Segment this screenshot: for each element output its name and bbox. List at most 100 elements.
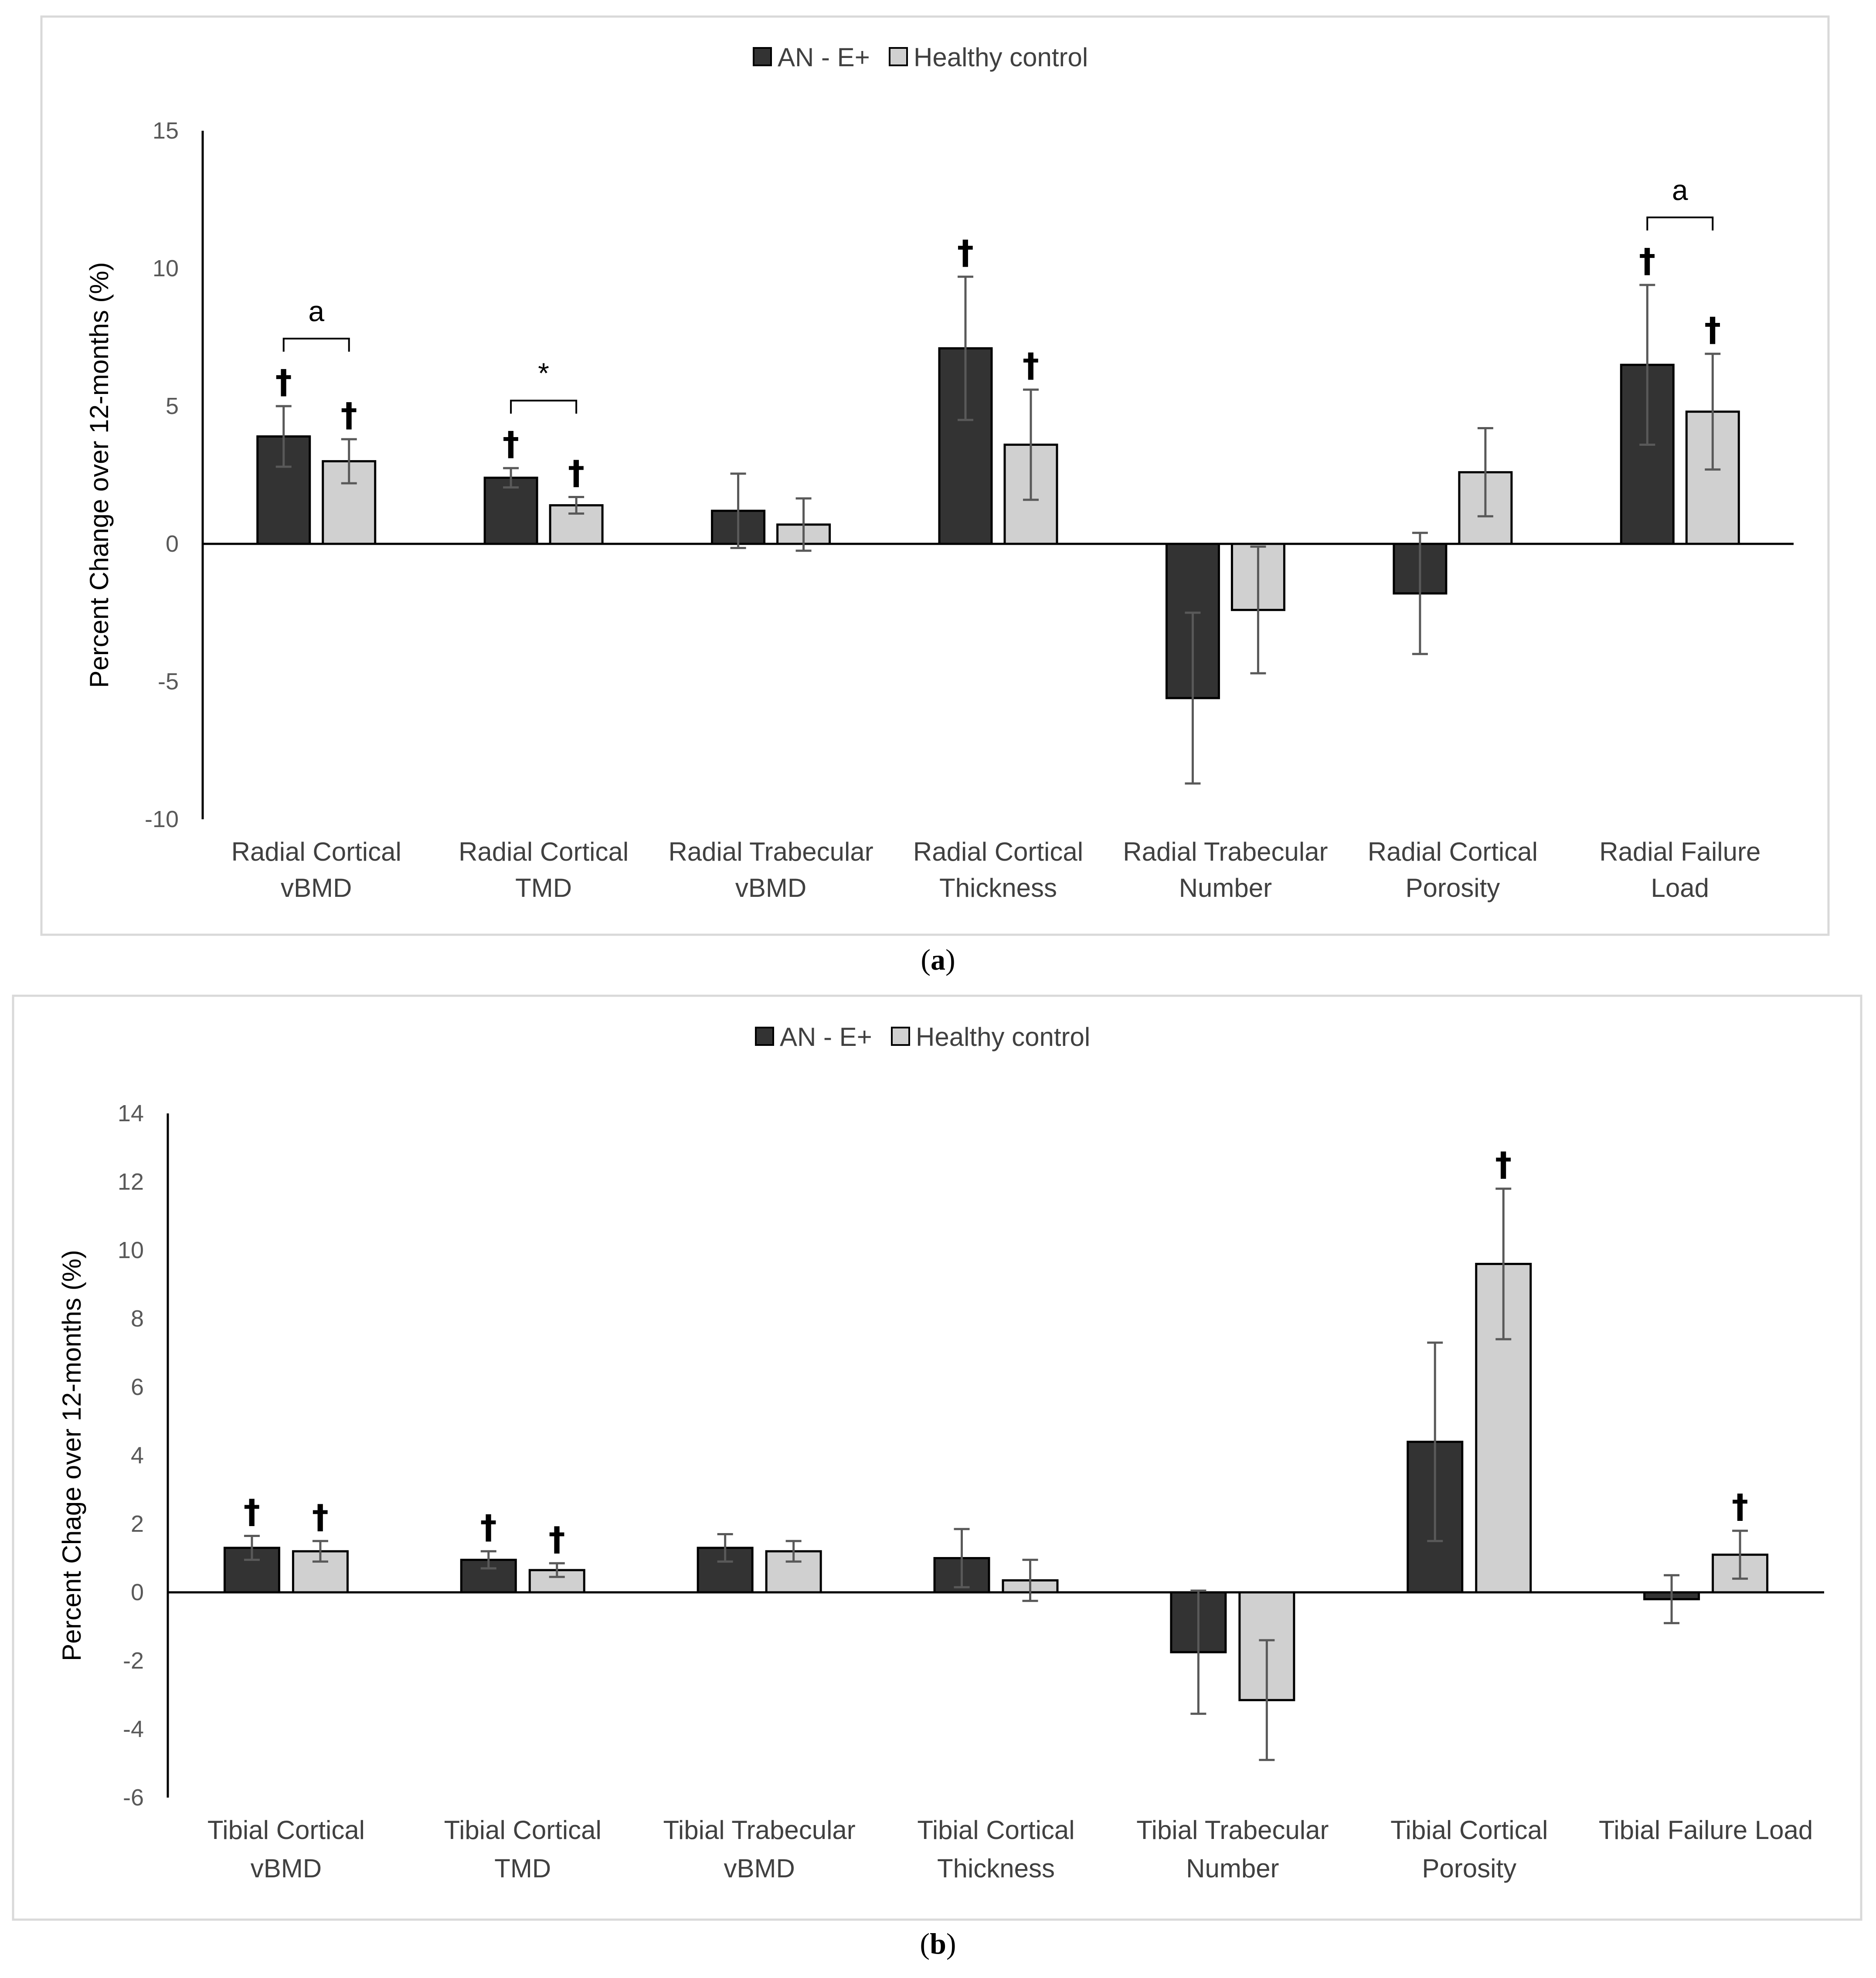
panel-b-error-bar-series1-cat6 — [1732, 1530, 1748, 1580]
panel-a-significance-dagger-series1-cat6: † — [1704, 310, 1721, 349]
panel-b-error-bar-series0-cat5 — [1427, 1341, 1443, 1542]
panel-b-y-tick-label-5: 4 — [131, 1442, 144, 1469]
panel-b-y-tick-label-9: -4 — [123, 1716, 144, 1742]
panel-b-error-bar-series1-cat0 — [312, 1540, 328, 1563]
panel-b-category-label-1-line1: TMD — [494, 1854, 551, 1883]
panel-b-error-bar-series0-cat4 — [1190, 1589, 1206, 1715]
panel-a-legend-label-0: AN - E+ — [778, 43, 870, 72]
panel-b-caption-close: ) — [946, 1927, 956, 1960]
panel-a-comparison-bracket-1 — [510, 400, 578, 414]
panel-b-legend-label-0: AN - E+ — [780, 1022, 872, 1052]
panel-a-y-tick-label-2: 5 — [166, 393, 179, 419]
panel-b-category-label-4-line1: Number — [1186, 1854, 1279, 1883]
panel-a-category-label-6-line1: Load — [1651, 873, 1709, 902]
panel-b-chart-frame — [12, 994, 1862, 1921]
panel-a-error-bar-series0-cat1 — [503, 467, 519, 489]
panel-a-error-bar-series0-cat2 — [730, 472, 746, 549]
panel-a-category-label-2-line1: vBMD — [735, 873, 806, 902]
panel-a-error-bar-series1-cat3 — [1023, 388, 1039, 501]
panel-b-significance-dagger-series1-cat1: † — [549, 1519, 565, 1558]
panel-a-significance-dagger-series0-cat1: † — [503, 424, 519, 463]
panel-a-y-tick-label-0: 15 — [153, 118, 179, 144]
panel-a-legend-label-1: Healthy control — [914, 43, 1088, 72]
panel-b-caption-open: ( — [920, 1927, 930, 1960]
panel-a-category-label-0-line0: Radial Cortical — [231, 837, 401, 866]
panel-b-category-label-1-line0: Tibial Cortical — [444, 1815, 602, 1845]
panel-a-error-bar-series1-cat2 — [795, 497, 812, 552]
panel-b-caption: (b) — [920, 1927, 956, 1960]
panel-a-significance-dagger-series0-cat6: † — [1639, 241, 1655, 280]
panel-a-y-tick-label-1: 10 — [153, 255, 179, 282]
panel-b-category-label-0-line0: Tibial Cortical — [207, 1815, 365, 1845]
panel-a-category-label-5-line0: Radial Cortical — [1368, 837, 1538, 866]
panel-a-error-bar-series1-cat1 — [568, 496, 585, 515]
panel-a-comparison-bracket-2 — [1646, 216, 1714, 231]
panel-b-category-label-2-line0: Tibial Trabecular — [663, 1815, 855, 1845]
panel-a-y-tick-label-4: -5 — [158, 668, 179, 695]
panel-b-y-axis-label: Percent Chage over 12-months (%) — [57, 1250, 86, 1661]
panel-b-significance-dagger-series0-cat0: † — [244, 1492, 260, 1530]
panel-a-comparison-bracket-label-0: a — [308, 295, 324, 327]
panel-b-y-tick-label-7: 0 — [131, 1579, 144, 1605]
panel-b-category-label-4-line0: Tibial Trabecular — [1136, 1815, 1329, 1845]
panel-a-significance-dagger-series0-cat0: † — [275, 362, 292, 401]
panel-a-comparison-bracket-0 — [282, 338, 350, 352]
panel-a-caption-open: ( — [921, 943, 931, 976]
panel-b-y-tick-label-6: 2 — [131, 1511, 144, 1537]
panel-a-category-label-3-line1: Thickness — [939, 873, 1057, 902]
panel-b-error-bar-series1-cat2 — [785, 1540, 802, 1563]
panel-a-comparison-bracket-label-1: * — [538, 357, 549, 389]
panel-b-category-label-5-line0: Tibial Cortical — [1390, 1815, 1548, 1845]
panel-b-error-bar-series1-cat1 — [549, 1562, 565, 1578]
panel-a-error-bar-series0-cat0 — [275, 405, 292, 468]
panel-a-category-label-6-line0: Radial Failure — [1599, 837, 1760, 866]
panel-b-y-tick-label-8: -2 — [123, 1648, 144, 1674]
panel-b-significance-dagger-series1-cat0: † — [312, 1497, 329, 1536]
chart-panel-a: AN - E+ Healthy control 15 10 5 0 -5 -10 Percent… — [40, 15, 1830, 976]
panel-a-error-bar-series1-cat6 — [1705, 353, 1721, 471]
panel-a-legend-swatch-0 — [753, 47, 772, 66]
panel-b-y-tick-label-1: 12 — [118, 1169, 144, 1195]
panel-a-category-label-3-line0: Radial Cortical — [913, 837, 1083, 866]
panel-b-error-bar-series0-cat1 — [480, 1550, 496, 1570]
panel-b-caption-letter: b — [930, 1927, 946, 1960]
chart-panel-b: AN - E+ Healthy control 14 12 10 8 6 4 2 0 -2 -4 -6 P… — [12, 994, 1862, 1960]
panel-a-caption: (a) — [921, 943, 955, 976]
panel-a-category-label-1-line1: TMD — [515, 873, 572, 902]
panel-a-significance-dagger-series1-cat1: † — [568, 453, 585, 492]
panel-a-error-bar-series0-cat6 — [1639, 284, 1655, 446]
panel-a-error-bar-series0-cat3 — [958, 275, 973, 421]
panel-b-legend-label-1: Healthy control — [916, 1022, 1090, 1052]
panel-a-y-axis-label: Percent Change over 12-months (%) — [85, 262, 114, 688]
panel-a-caption-letter: a — [931, 943, 945, 976]
panel-a-y-tick-label-3: 0 — [166, 531, 179, 557]
panel-a-error-bar-series1-cat0 — [341, 438, 357, 485]
panel-a-error-bar-series0-cat5 — [1412, 532, 1428, 655]
panel-b-legend-swatch-1 — [891, 1027, 910, 1046]
panel-a-chart-frame — [40, 15, 1830, 936]
panel-b-error-bar-series0-cat3 — [954, 1528, 970, 1588]
panel-a-significance-dagger-series0-cat3: † — [957, 233, 974, 271]
panel-b-y-tick-label-10: -6 — [123, 1785, 144, 1811]
panel-b-category-label-6-line0: Tibial Failure Load — [1599, 1815, 1813, 1845]
panel-a-category-label-2-line0: Radial Trabecular — [668, 837, 873, 866]
panel-b-category-label-3-line1: Thickness — [937, 1854, 1055, 1883]
panel-b-category-label-3-line0: Tibial Cortical — [917, 1815, 1074, 1845]
panel-a-significance-dagger-series1-cat0: † — [341, 395, 357, 434]
panel-b-error-bar-series1-cat5 — [1495, 1187, 1512, 1340]
panel-b-error-bar-series0-cat0 — [244, 1534, 260, 1561]
panel-a-category-label-4-line1: Number — [1179, 873, 1272, 902]
panel-a-comparison-bracket-label-2: a — [1672, 174, 1688, 206]
panel-b-significance-dagger-series1-cat6: † — [1732, 1487, 1748, 1526]
panel-a-category-label-1-line0: Radial Cortical — [459, 837, 629, 866]
panel-b-y-tick-label-4: 6 — [131, 1374, 144, 1400]
panel-a-caption-close: ) — [945, 943, 955, 976]
panel-a-y-tick-label-5: -10 — [145, 806, 179, 832]
panel-b-y-tick-label-0: 14 — [118, 1100, 144, 1126]
panel-b-legend-swatch-0 — [755, 1027, 774, 1046]
panel-b-y-tick-label-3: 8 — [131, 1306, 144, 1332]
panel-b-category-label-0-line1: vBMD — [251, 1854, 322, 1883]
panel-a-legend-swatch-1 — [889, 47, 908, 66]
panel-a-error-bar-series0-cat4 — [1185, 611, 1201, 785]
